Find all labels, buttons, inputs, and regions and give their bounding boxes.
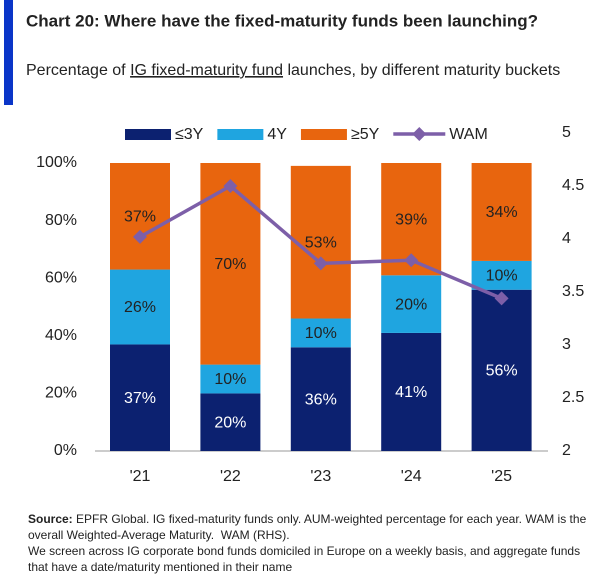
wam-marker xyxy=(404,253,419,268)
y2-tick-label: 4 xyxy=(562,230,571,247)
legend-label: ≥5Y xyxy=(351,126,380,143)
y2-tick-label: 3.5 xyxy=(562,283,584,300)
y2-tick-label: 2 xyxy=(562,442,571,459)
x-tick-label: '22 xyxy=(220,468,241,485)
wam-marker xyxy=(223,179,238,193)
y-tick-label: 20% xyxy=(45,385,77,402)
data-label: 39% xyxy=(395,211,427,228)
subtitle-part: launches, by different maturity buckets xyxy=(283,62,560,79)
note: We screen across IG corporate bond funds… xyxy=(28,544,581,574)
y-tick-label: 80% xyxy=(45,212,77,229)
subtitle-link: IG fixed-maturity fund xyxy=(130,62,283,79)
bar-segment xyxy=(290,347,351,451)
data-label: 37% xyxy=(124,208,156,225)
data-label: 10% xyxy=(486,268,518,285)
legend-label: 4Y xyxy=(267,126,287,143)
bar-segment xyxy=(200,364,261,394)
bar-segment xyxy=(110,269,170,345)
legend-label: ≤3Y xyxy=(175,126,204,143)
accent-bar xyxy=(4,0,13,105)
y-tick-label: 40% xyxy=(45,327,77,344)
bar-segment xyxy=(110,344,170,451)
source-text: EPFR Global. IG fixed-maturity funds onl… xyxy=(28,512,590,542)
bar-segment xyxy=(290,318,351,348)
data-label: 34% xyxy=(486,204,518,221)
data-label: 10% xyxy=(305,325,337,342)
bar-segment xyxy=(471,289,532,451)
legend-swatch xyxy=(125,129,171,140)
y-tick-label: 0% xyxy=(54,442,77,459)
bar-segment xyxy=(471,260,532,290)
wam-marker xyxy=(494,291,509,306)
bar-segment xyxy=(290,165,351,319)
y-tick-label: 100% xyxy=(36,154,77,171)
source: Source: EPFR Global. IG fixed-maturity f… xyxy=(28,511,593,543)
x-tick-label: '23 xyxy=(310,468,331,485)
y2-tick-label: 4.5 xyxy=(562,177,584,194)
subtitle-part: Percentage of xyxy=(26,62,130,79)
wam-marker xyxy=(133,229,147,244)
data-label: 70% xyxy=(214,256,246,273)
y2-tick-label: 5 xyxy=(562,124,571,141)
data-label: 36% xyxy=(305,391,337,408)
source-label: Source: xyxy=(28,512,73,526)
data-label: 20% xyxy=(395,296,427,313)
data-label: 41% xyxy=(395,384,427,401)
data-label: 56% xyxy=(486,363,518,380)
data-label: 10% xyxy=(214,371,246,388)
bar-segment xyxy=(381,332,442,451)
bar-segment xyxy=(110,163,170,270)
legend-marker xyxy=(412,127,427,141)
x-tick-label: '24 xyxy=(401,468,422,485)
x-tick-label: '21 xyxy=(130,468,151,485)
data-label: 53% xyxy=(305,234,337,251)
bar-segment xyxy=(381,275,442,333)
chart-title: Chart 20: Where have the fixed-maturity … xyxy=(26,11,538,30)
bar-segment xyxy=(471,163,532,261)
y2-tick-label: 2.5 xyxy=(562,389,584,406)
wam-marker xyxy=(313,256,328,271)
footnote: Source: EPFR Global. IG fixed-maturity f… xyxy=(28,511,593,575)
y2-tick-label: 3 xyxy=(562,336,571,353)
chart: Chart 20: Where have the fixed-maturity … xyxy=(4,0,584,485)
data-label: 20% xyxy=(214,414,246,431)
legend-label: WAM xyxy=(449,126,488,143)
data-label: 26% xyxy=(124,299,156,316)
bar-segment xyxy=(200,393,261,451)
legend-swatch xyxy=(300,129,347,140)
data-label: 37% xyxy=(124,390,156,407)
chart-subtitle: Percentage of IG fixed-maturity fund lau… xyxy=(26,62,560,79)
legend-swatch xyxy=(217,129,264,140)
y-tick-label: 60% xyxy=(45,269,77,286)
x-tick-label: '25 xyxy=(491,468,512,485)
